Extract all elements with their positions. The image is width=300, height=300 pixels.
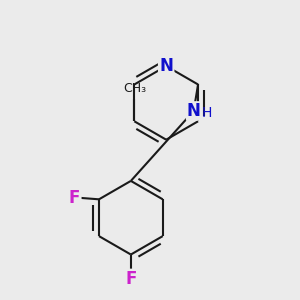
Text: N: N xyxy=(187,102,201,120)
Text: F: F xyxy=(125,270,136,288)
Text: CH₃: CH₃ xyxy=(123,82,146,95)
Text: F: F xyxy=(69,189,80,207)
Text: H: H xyxy=(202,106,212,120)
Text: N: N xyxy=(159,57,173,75)
